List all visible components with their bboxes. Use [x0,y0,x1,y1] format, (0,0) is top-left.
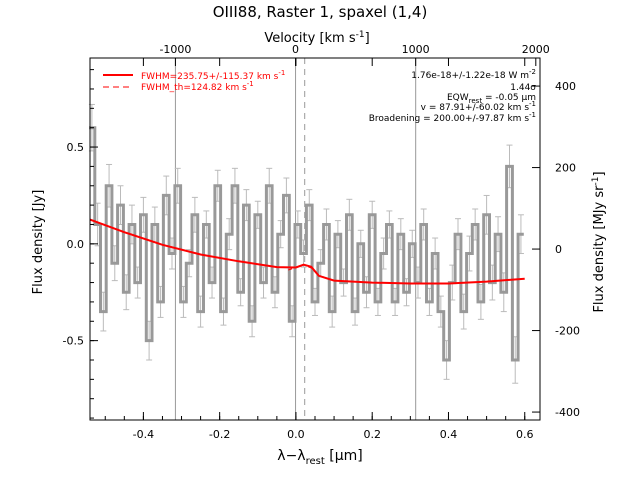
annotation-eqw: EQWrest = -0.05 μm [447,93,536,105]
legend-entry-theory: FWHM_th=124.82 km s-1 [141,80,254,93]
legend-entry-theory-label: FWHM_th=124.82 km s [141,83,247,93]
data-series [89,126,524,362]
x-tick-label: -0.2 [209,428,230,441]
fit-series [89,218,525,285]
y-axis-label: Flux density [Jy] [31,190,46,295]
annotation-broadening: Broadening = 200.00+/-97.87 km s-1 [369,111,536,124]
right-axis-label-main: Flux density [MJy sr [592,185,607,313]
x-axis-label-main: λ−λ [277,448,305,464]
x-tick-label: 0.2 [363,428,381,441]
top-tick-label: 2000 [522,43,550,56]
annotation-eqw-sub: rest [469,97,483,105]
right-tick-label: 200 [555,162,576,175]
top-axis-label-main: Velocity [km s [264,31,356,46]
x-axis-label: λ−λrest [μm] [277,448,362,467]
annotation-broadening-sup: -1 [529,111,536,119]
theoretical-profile-line [288,264,320,277]
right-axis-label-sup: -1 [591,177,601,186]
right-tick-label: 0 [555,243,562,256]
top-tick-label: 1000 [402,43,430,56]
annotation-eqw-label: EQW [447,93,469,103]
y-tick-label: -0.5 [63,335,84,348]
x-tick-label: 0.6 [516,428,534,441]
x-tick-label: 0.0 [287,428,305,441]
fit-annotations: 1.76e-18+/-1.22e-18 W m-2 1.44σ EQWrest … [369,68,537,124]
annotation-broadening-text: Broadening = 200.00+/-97.87 km s [369,114,530,124]
axis-ticks: -0.4 -0.2 0.0 0.2 0.4 0.6 0.5 0.0 -0.5 -1000 0 1000… [63,43,580,441]
top-axis-label-sup: -1 [356,30,365,40]
y-tick-label: 0.5 [67,141,85,154]
annotation-velocity-text: v = 87.91+/-60.02 km s [421,103,530,113]
fit-line [89,218,525,285]
right-tick-label: -200 [555,325,580,338]
chart-title: OIII88, Raster 1, spaxel (1,4) [213,3,428,21]
annotation-eqw-value: = -0.05 μm [482,93,536,103]
legend-entry-theory-sup: -1 [247,80,254,88]
top-axis-label: Velocity [km s-1] [264,30,369,46]
legend-entry-fit-label: FWHM=235.75+/-115.37 km s [141,72,279,82]
x-tick-label: 0.4 [440,428,458,441]
top-tick-label: -1000 [159,43,191,56]
annotation-velocity-sup: -1 [529,100,536,108]
x-axis-label-unit: [μm] [329,448,362,464]
annotation-flux-text: 1.76e-18+/-1.22e-18 W m [411,71,529,81]
top-tick-label: 0 [292,43,299,56]
legend-entry-fit: FWHM=235.75+/-115.37 km s-1 [141,69,285,82]
y-tick-label: 0.0 [67,238,85,251]
right-axis-label: Flux density [MJy sr-1] [591,171,607,312]
annotation-flux: 1.76e-18+/-1.22e-18 W m-2 [411,68,536,81]
observed-spectrum [89,126,524,362]
legend: FWHM=235.75+/-115.37 km s-1 FWHM_th=124.… [103,69,285,93]
right-tick-label: -400 [555,406,580,419]
x-axis-label-sub: rest [306,456,325,467]
annotation-flux-sup: -2 [529,68,536,76]
legend-entry-fit-sup: -1 [278,69,285,77]
annotation-significance: 1.44σ [510,83,536,93]
x-tick-label: -0.4 [133,428,154,441]
annotation-velocity: v = 87.91+/-60.02 km s-1 [421,100,536,113]
right-tick-label: 400 [555,80,576,93]
